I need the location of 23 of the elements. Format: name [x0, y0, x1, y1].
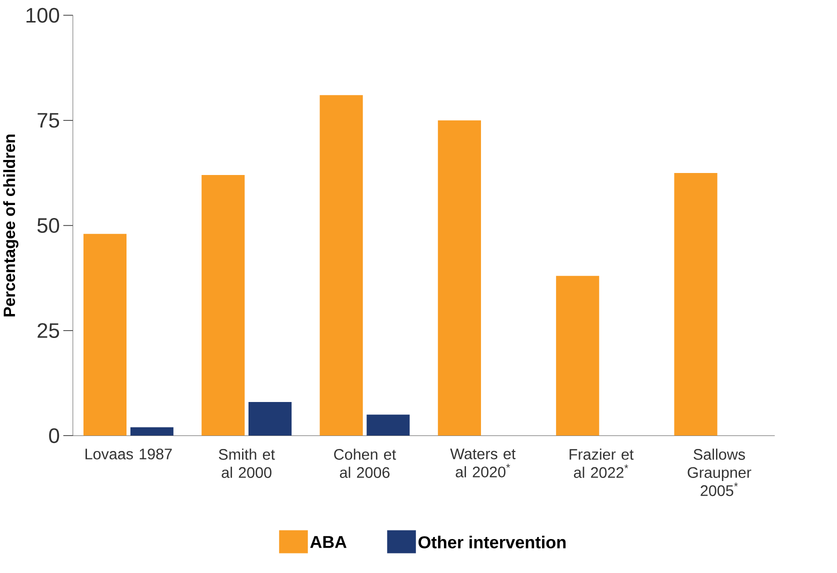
bar [366, 414, 410, 436]
x-tick-label: Lovaas 1987 [86, 448, 172, 460]
x-tick-label: Smith et al 2000 [218, 448, 275, 478]
y-tick-label: 25 [38, 323, 60, 338]
y-axis-title: Percentagee of children [3, 134, 18, 317]
y-tick-label: 0 [49, 428, 60, 444]
legend-label: Other intervention [418, 536, 566, 549]
bar [438, 120, 481, 436]
bar [202, 175, 245, 436]
x-tick-label: Waters et al 2020$^{*}$ [450, 448, 516, 478]
y-tick-label: 50 [37, 218, 60, 234]
y-tick-label: 100 [26, 8, 60, 23]
bar [83, 234, 127, 436]
bar [674, 173, 718, 436]
bar [320, 95, 363, 436]
y-tick-label: 75 [38, 113, 60, 128]
x-tick-label: Frazier et al 2022$^{*}$ [570, 448, 634, 478]
bar [248, 402, 292, 436]
bar [130, 427, 174, 436]
legend-label: ABA [310, 536, 346, 548]
x-tick-label: Cohen et al 2006 [334, 448, 396, 478]
x-tick-label: Sallows Graupner 2005$^{*}$ [688, 448, 752, 496]
bar [556, 276, 600, 436]
